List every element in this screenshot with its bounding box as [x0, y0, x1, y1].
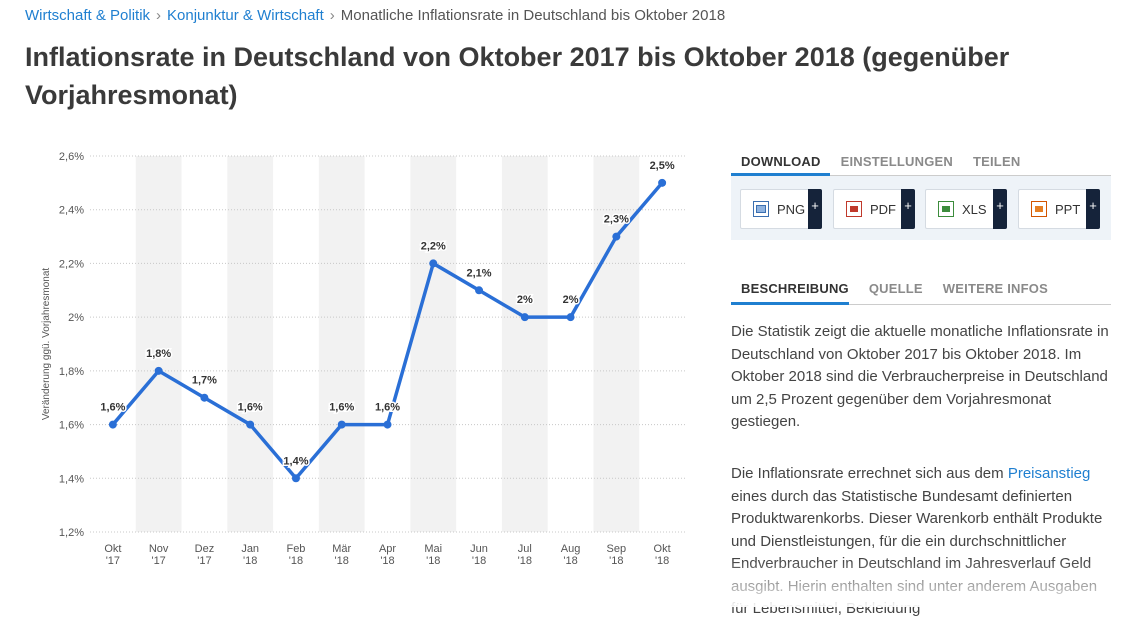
breadcrumb-current: Monatliche Inflationsrate in Deutschland…	[340, 7, 726, 24]
x-tick-label: Jun '18	[470, 543, 488, 567]
x-tick-label: Nov '17	[149, 543, 169, 567]
tab-einstellungen[interactable]: EINSTELLUNGEN	[840, 154, 953, 169]
chart-band	[227, 156, 274, 532]
download-tabs-divider	[731, 175, 1111, 176]
y-axis-label: Veränderung ggü. Vorjahresmonat	[41, 268, 52, 421]
tab-teilen[interactable]: TEILEN	[972, 154, 1021, 169]
data-point	[200, 393, 209, 402]
description-text: Die Inflationsrate errechnet sich aus de…	[731, 465, 1008, 482]
download-tabs: DOWNLOAD EINSTELLUNGEN TEILEN	[731, 154, 1030, 178]
data-point	[566, 313, 575, 322]
x-tick-label: Sep '18	[607, 543, 627, 567]
breadcrumb-separator: ›	[156, 7, 162, 24]
description-paragraph-1: Die Statistik zeigt die aktuelle monatli…	[731, 323, 1109, 430]
y-tick-label: 1,8%	[59, 366, 84, 378]
chart-band	[593, 156, 640, 532]
y-tick-label: 2,6%	[59, 151, 84, 163]
chart-band	[135, 156, 182, 532]
y-tick-label: 2,2%	[59, 258, 84, 270]
data-point	[337, 420, 346, 429]
x-tick-label: Okt '17	[104, 543, 121, 567]
y-tick-label: 1,2%	[59, 527, 84, 539]
tab-quelle[interactable]: QUELLE	[868, 281, 923, 296]
data-point	[612, 232, 621, 241]
breadcrumb: Wirtschaft & Politik › Konjunktur & Wirtsc…	[25, 7, 725, 24]
x-tick-label: Jul '18	[518, 543, 532, 567]
inflation-line-chart: 1,2% 1,4% 1,6% 1,8% 2% 2,2% 2,4% 2,6% Veränderun…	[41, 151, 685, 567]
data-label: 1,6%	[329, 402, 354, 414]
tab-beschreibung[interactable]: BESCHREIBUNG	[741, 281, 849, 296]
pdf-label: PDF	[870, 201, 896, 217]
png-label: PNG	[777, 201, 806, 217]
preisanstieg-link[interactable]: Preisanstieg	[1007, 465, 1091, 482]
tab-download[interactable]: DOWNLOAD	[741, 154, 821, 169]
x-tick-label: Dez '17	[195, 543, 215, 567]
xls-download-button[interactable]: XLS +	[925, 189, 1007, 229]
png-file-icon	[753, 201, 769, 217]
download-tab-active-indicator	[731, 173, 830, 176]
plus-icon: +	[993, 189, 1007, 229]
data-point	[246, 420, 255, 429]
data-label: 2,5%	[650, 160, 675, 172]
chart-band	[410, 156, 457, 532]
breadcrumb-item-konjunktur-wirtschaft[interactable]: Konjunktur & Wirtschaft	[167, 7, 324, 24]
download-panel: PNG + PDF + XLS + PPT +	[731, 176, 1111, 240]
page-title: Inflationsrate in Deutschland von Oktobe…	[25, 42, 1010, 110]
xls-label: XLS	[962, 201, 987, 217]
chart-band	[501, 156, 548, 532]
data-point	[108, 420, 117, 429]
data-label: 1,6%	[375, 402, 400, 414]
data-label: 2%	[517, 294, 533, 306]
data-point	[429, 259, 438, 268]
y-tick-label: 2%	[68, 312, 84, 324]
data-label: 2%	[563, 294, 579, 306]
data-label: 2,3%	[604, 214, 629, 226]
xls-file-icon	[938, 201, 954, 217]
x-tick-label: Okt '18	[654, 543, 671, 567]
pdf-download-button[interactable]: PDF +	[833, 189, 915, 229]
data-point	[383, 420, 392, 429]
x-tick-label: Mär '18	[332, 543, 351, 567]
series-line	[111, 181, 664, 481]
data-point	[154, 366, 163, 375]
png-download-button[interactable]: PNG +	[740, 189, 822, 229]
chart-band	[318, 156, 365, 532]
ppt-file-icon	[1031, 201, 1047, 217]
y-tick-label: 1,4%	[59, 473, 84, 485]
pdf-file-icon	[846, 201, 862, 217]
breadcrumb-item-wirtschaft-politik[interactable]: Wirtschaft & Politik	[25, 7, 151, 24]
data-label: 2,2%	[421, 240, 446, 252]
data-point	[658, 178, 667, 187]
breadcrumb-separator: ›	[329, 7, 335, 24]
ppt-label: PPT	[1055, 201, 1081, 217]
plus-icon: +	[1086, 189, 1100, 229]
plus-icon: +	[901, 189, 915, 229]
data-label: 1,6%	[100, 402, 125, 414]
x-tick-label: Apr '18	[379, 543, 396, 567]
data-label: 2,1%	[466, 267, 491, 279]
y-tick-label: 2,4%	[59, 205, 84, 217]
tab-weitere-infos[interactable]: WEITERE INFOS	[942, 281, 1048, 296]
x-tick-label: Feb '18	[286, 543, 305, 567]
y-tick-label: 1,6%	[59, 420, 84, 432]
x-tick-label: Aug '18	[561, 543, 581, 567]
ppt-download-button[interactable]: PPT +	[1018, 189, 1100, 229]
data-label: 1,4%	[283, 455, 308, 467]
data-label: 1,8%	[146, 348, 171, 360]
data-point	[520, 313, 529, 322]
info-tabs: BESCHREIBUNG QUELLE WEITERE INFOS	[731, 281, 1058, 305]
x-tick-label: Jan '18	[241, 543, 259, 567]
data-label: 1,7%	[192, 375, 217, 387]
text-fade-overlay	[720, 560, 1126, 607]
info-tabs-divider	[731, 304, 1111, 305]
data-point	[291, 474, 300, 483]
plus-icon: +	[808, 189, 822, 229]
data-label: 1,6%	[238, 402, 263, 414]
data-point	[475, 286, 484, 295]
info-tab-active-indicator	[731, 302, 849, 305]
x-tick-label: Mai '18	[424, 543, 442, 567]
